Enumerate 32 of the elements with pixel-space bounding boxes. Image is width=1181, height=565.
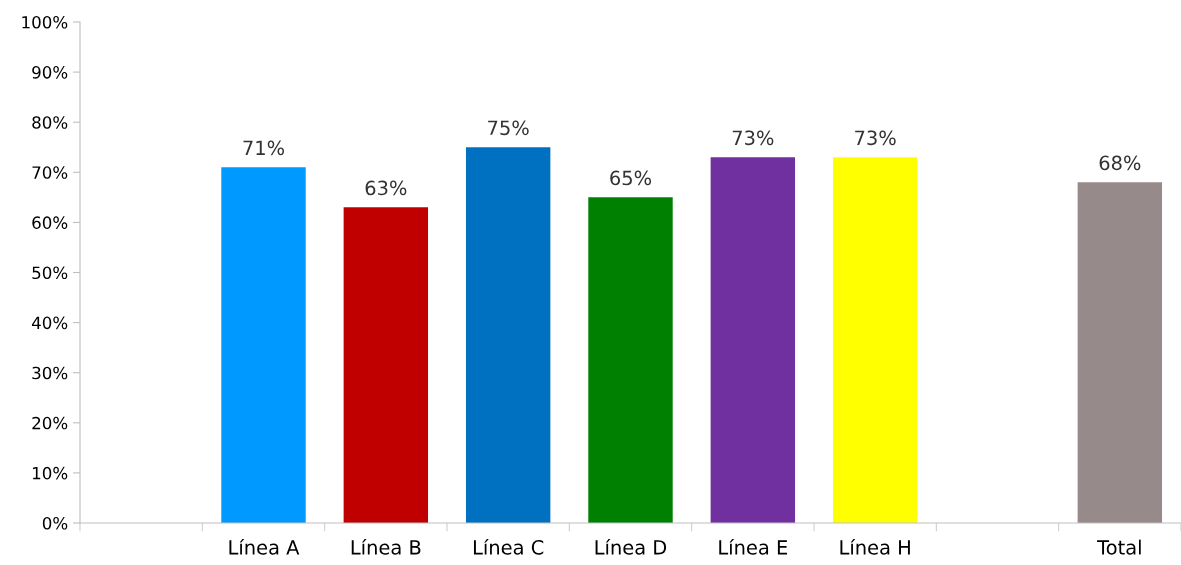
x-tick-label: Línea B [351,538,421,555]
bar [221,167,306,523]
x-tick-label: Línea C [473,538,544,555]
y-tick-label: 30% [32,366,68,380]
bar [1077,182,1163,523]
bar [832,157,918,523]
y-tick-label: 40% [31,316,68,330]
y-tick-label: 70% [32,166,68,179]
bar [465,147,551,523]
y-tick-label: 100% [22,15,68,29]
x-tick-label: Línea A [229,538,300,555]
bar [710,157,796,523]
y-tick-label: 80% [32,116,68,129]
y-tick-label: 60% [32,216,68,229]
y-tick-label: 0% [42,516,68,530]
data-label: 65% [610,170,652,186]
data-label: 71% [243,140,285,156]
x-tick-label: Línea E [719,538,788,555]
data-label: 73% [732,130,774,146]
x-tick-label: Línea D [595,538,667,555]
bar [588,197,673,523]
y-tick-label: 90% [32,66,68,79]
data-label: 68% [1099,155,1141,171]
y-tick-label: 50% [32,266,68,280]
x-tick-label: Línea H [840,538,910,555]
data-label: 75% [488,120,529,136]
y-tick-label: 20% [32,416,68,430]
y-tick-label: 10% [32,466,68,480]
data-label: 63% [365,180,407,196]
bar [343,207,429,523]
x-tick-label: Total [1097,539,1141,555]
data-label: 73% [855,130,896,146]
